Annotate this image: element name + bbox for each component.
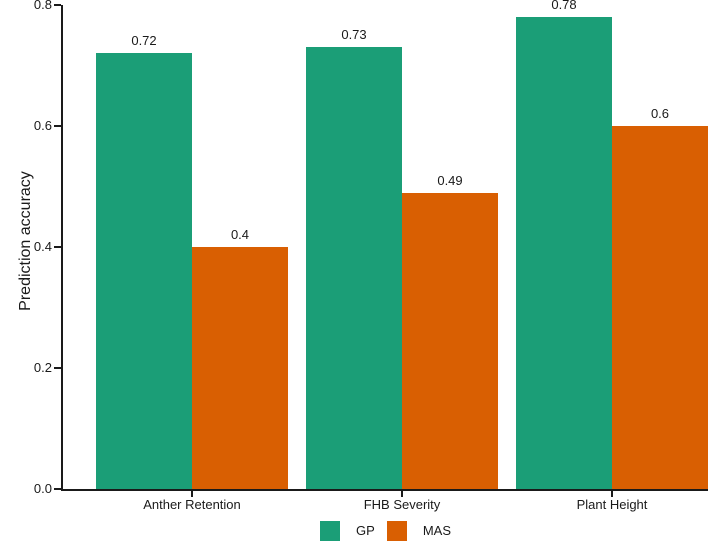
bar-gp-anther-retention: [96, 53, 192, 489]
y-tick-mark-0.2: [54, 367, 61, 369]
value-label-gp-fhb-severity: 0.73: [341, 27, 367, 43]
legend: GP MAS: [63, 520, 708, 542]
y-tick-mark-0.4: [54, 246, 61, 248]
bar-mas-plant-height: [612, 126, 708, 489]
y-tick-label-0.8: 0.8: [33, 0, 52, 12]
value-label-mas-fhb-severity: 0.49: [437, 172, 463, 188]
bar-gp-plant-height: [516, 17, 612, 489]
x-axis-label-plant-height: Plant Height: [576, 497, 648, 512]
bar-gp-fhb-severity: [306, 47, 402, 489]
value-label-mas-anther-retention: 0.4: [230, 227, 250, 242]
y-tick-label-0.4: 0.4: [33, 239, 52, 254]
y-tick-label-0.0: 0.0: [33, 481, 52, 496]
value-label-gp-anther-retention: 0.72: [131, 33, 157, 49]
legend-item-mas: MAS: [386, 521, 451, 541]
y-tick-label-0.2: 0.2: [33, 360, 52, 375]
value-label-mas-plant-height: 0.6: [650, 106, 670, 121]
y-tick-mark-0.0: [54, 488, 61, 490]
legend-swatch-mas: [386, 521, 407, 541]
y-tick-mark-0.6: [54, 125, 61, 127]
legend-swatch-gp: [320, 521, 341, 541]
legend-label-mas: MAS: [422, 523, 451, 538]
x-axis-label-anther-retention: Anther Retention: [143, 497, 241, 512]
value-label-gp-plant-height: 0.78: [551, 0, 577, 13]
x-tick-mark-anther-retention: [191, 491, 193, 497]
y-tick-mark-0.8: [54, 4, 61, 6]
bar-mas-anther-retention: [192, 247, 288, 489]
y-axis-line: [61, 5, 63, 491]
x-tick-mark-plant-height: [611, 491, 613, 497]
y-tick-label-0.6: 0.6: [33, 118, 52, 133]
x-axis-line: [61, 489, 708, 491]
x-axis-label-fhb-severity: FHB Severity: [363, 497, 441, 512]
legend-label-gp: GP: [356, 523, 375, 538]
bar-mas-fhb-severity: [402, 192, 498, 489]
x-tick-mark-fhb-severity: [401, 491, 403, 497]
legend-item-gp: GP: [320, 521, 375, 541]
